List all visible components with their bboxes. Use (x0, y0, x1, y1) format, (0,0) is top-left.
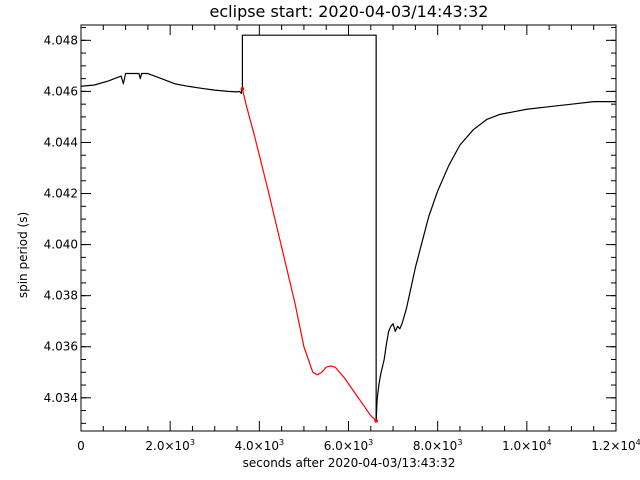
y-axis: 4.034 4.036 4.038 4.040 4.042 4.044 4.046 4.048 (44, 27, 616, 424)
x-tick-label: 2.0×103 (145, 438, 195, 453)
x-tick-label: 1.2×104 (591, 438, 640, 453)
y-axis-label: spin period (s) (16, 212, 30, 298)
series-line-3 (375, 100, 616, 421)
series-line-1 (80, 34, 377, 421)
x-axis: 0 2.0×103 4.0×103 6.0×103 8.0×103 1.0×104 1.2×… (77, 25, 640, 453)
eclipse-marker-2 (374, 418, 378, 423)
x-tick-label: 8.0×103 (413, 438, 463, 453)
plot-frame (80, 24, 617, 432)
y-tick-label: 4.038 (44, 289, 78, 303)
x-axis-label: seconds after 2020-04-03/13:43:32 (243, 456, 456, 470)
x-tick-label: 1.0×104 (502, 438, 552, 453)
y-tick-label: 4.034 (44, 391, 78, 405)
x-tick-label: 6.0×103 (324, 438, 374, 453)
y-tick-label: 4.044 (44, 135, 78, 149)
y-tick-label: 4.040 (44, 238, 78, 252)
x-tick-label: 0 (77, 439, 85, 453)
eclipse-marker-1 (240, 87, 245, 91)
y-tick-label: 4.036 (44, 340, 78, 354)
y-tick-label: 4.048 (44, 33, 78, 47)
y-tick-label: 4.042 (44, 187, 78, 201)
series-line-2 (241, 88, 377, 422)
plot-area (80, 34, 616, 423)
x-tick-label: 4.0×103 (235, 438, 285, 453)
chart-title: eclipse start: 2020-04-03/14:43:32 (210, 2, 489, 21)
y-tick-label: 4.046 (44, 84, 78, 98)
